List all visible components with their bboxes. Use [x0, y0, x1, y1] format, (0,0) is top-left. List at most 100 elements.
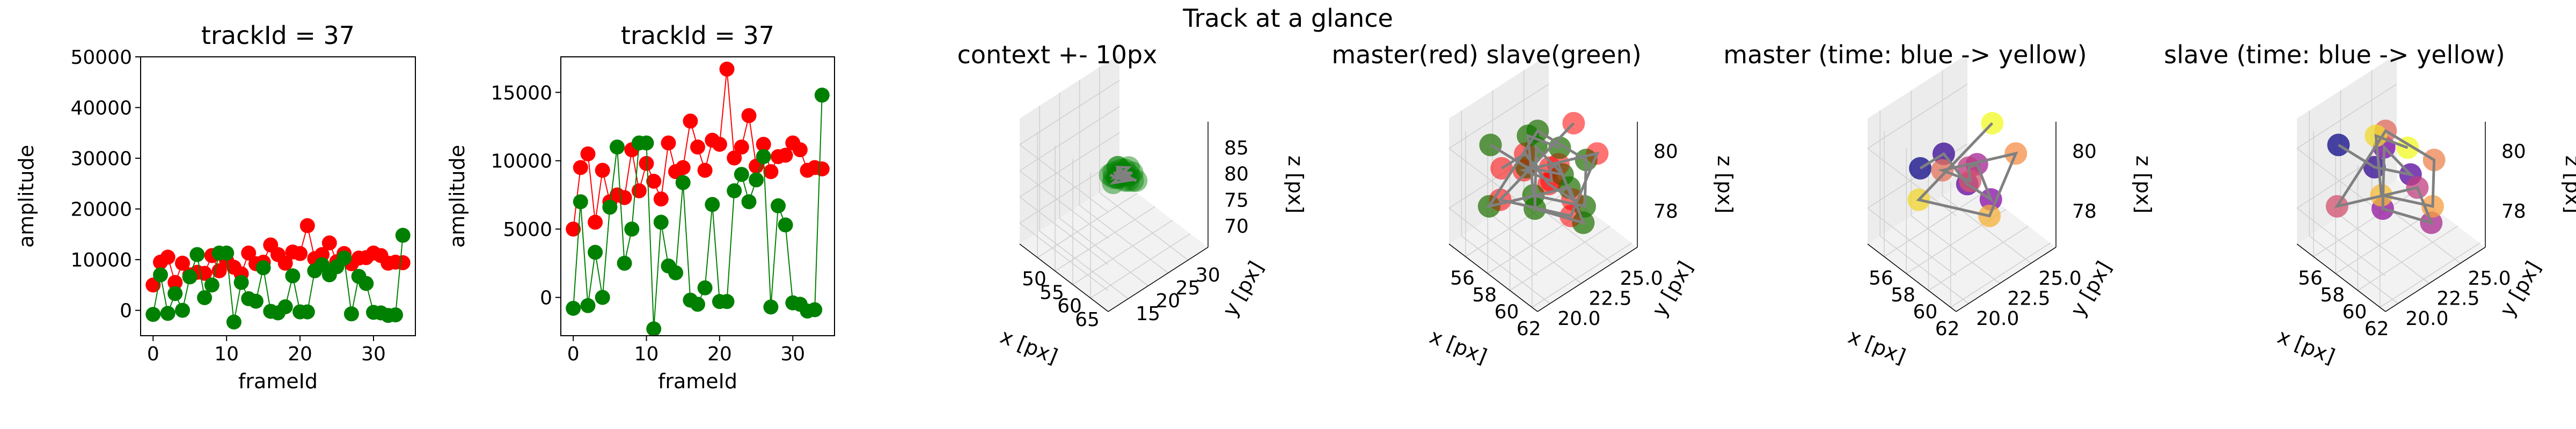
data-point-red	[299, 218, 315, 233]
data-point-green	[610, 139, 625, 155]
x-tick-label: 30	[361, 343, 386, 365]
y-tick-label: 22.5	[2436, 288, 2479, 310]
y-axis-line	[2385, 247, 2486, 312]
z-tick-label: 80	[1653, 141, 1678, 163]
z-axis-label: z [px]	[1284, 156, 1307, 213]
data-point-red	[778, 147, 793, 163]
data-point-green	[727, 183, 742, 198]
grid-line	[1079, 205, 1169, 273]
data-point-green	[219, 245, 235, 261]
data-point-green	[646, 321, 662, 337]
data-point-green	[285, 268, 301, 284]
data-point-red	[573, 160, 588, 175]
figure-suptitle: Track at a glance	[1182, 4, 1393, 33]
chart-title: master(red) slave(green)	[1331, 40, 1641, 69]
data-point-red	[741, 108, 757, 123]
x-tick-label: 56	[2298, 268, 2323, 290]
y-tick-label: 10000	[491, 151, 552, 173]
grid-line	[1019, 132, 1120, 197]
grid-line	[1532, 242, 1633, 308]
grid-line	[2296, 84, 2397, 149]
data-point-green	[690, 297, 705, 312]
data-point-green	[807, 302, 823, 317]
data-point-green	[343, 306, 359, 322]
y-tick-label: 20	[1155, 290, 1180, 312]
z-axis-label: z [px]	[2561, 156, 2576, 213]
grid-line	[1884, 191, 1985, 257]
data-point-red	[756, 137, 771, 152]
data-point-green	[145, 307, 161, 322]
data-point-green	[153, 267, 168, 283]
x-axis-label: x [px]	[1845, 324, 1909, 368]
y-tick-label: 25	[1176, 277, 1201, 299]
grid-line	[1059, 218, 1148, 286]
grid-line	[1099, 192, 1189, 261]
grid-line	[2340, 215, 2429, 284]
grid-line	[1072, 219, 1173, 285]
grid-line	[1055, 206, 1155, 272]
grid-line	[1448, 84, 1549, 149]
data-point-red	[395, 255, 411, 270]
z-tick-label: 78	[1653, 201, 1678, 223]
data-point-red	[712, 137, 727, 152]
data-point-green	[204, 277, 219, 293]
data-point-green	[358, 276, 374, 291]
y-tick-label: 20.0	[2405, 308, 2448, 330]
x-tick-label: 58	[2320, 284, 2345, 306]
data-point-red	[595, 162, 610, 178]
data-point-red	[321, 235, 337, 250]
x-axis-label: frameId	[238, 369, 318, 393]
data-point-green	[814, 87, 830, 103]
plot-frame	[140, 56, 416, 336]
x-tick-label: 56	[1450, 268, 1475, 290]
grid-line	[1090, 233, 1191, 299]
plot-frame	[560, 56, 835, 336]
grid-line	[1019, 196, 1109, 265]
grid-line	[1448, 208, 1538, 276]
chart-title: master (time: blue -> yellow)	[1723, 40, 2087, 69]
grid-line	[1019, 106, 1120, 172]
z-axis-label: z [px]	[1713, 156, 1737, 213]
data-point-green	[299, 304, 315, 320]
data-point-green	[741, 194, 757, 210]
data-point-red	[690, 139, 705, 155]
grid-line	[2358, 225, 2458, 291]
data-point-green	[167, 286, 183, 301]
grid-line	[2313, 191, 2414, 257]
data-point-green	[617, 255, 632, 271]
data-point-green	[255, 260, 271, 276]
data-point-red	[588, 214, 603, 230]
data-point-red	[661, 135, 676, 151]
data-point-green	[226, 314, 241, 330]
x-tick-label: 50	[1022, 268, 1046, 290]
y-tick-label: 10000	[70, 249, 132, 271]
y-tick-label: 30000	[70, 148, 132, 170]
pane-yz	[1020, 54, 1119, 244]
chart-title: trackId = 37	[201, 21, 355, 50]
data-point-red	[639, 156, 654, 171]
data-point-red	[683, 113, 698, 129]
z-tick-label: 80	[2072, 141, 2097, 163]
x-tick-label: 0	[567, 343, 580, 365]
grid-line	[1019, 170, 1109, 239]
data-point-red	[814, 161, 830, 176]
data-point-green	[580, 298, 596, 313]
data-point-green	[705, 197, 720, 212]
y-axis-line	[1537, 247, 1638, 312]
data-point-red	[566, 221, 581, 237]
track-line	[2334, 129, 2436, 225]
y-axis-line	[1108, 247, 1209, 312]
grid-line	[1037, 193, 1138, 258]
chart-title: slave (time: blue -> yellow)	[2164, 40, 2505, 69]
x-axis-label: x [px]	[997, 324, 1061, 368]
y-tick-label: 25.0	[2039, 268, 2082, 290]
y-axis-label: y [px]	[1218, 257, 1268, 321]
x-axis-label: x [px]	[1426, 324, 1490, 368]
y-axis-label: amplitude	[445, 145, 469, 248]
x-tick-label: 65	[1075, 309, 1100, 331]
y-tick-label: 25.0	[1620, 268, 1663, 290]
z-tick-label: 78	[2501, 201, 2526, 223]
line-chart-2: trackId = 37 0 10 20 30 0 5000 10000 15000 frameI…	[445, 21, 835, 393]
data-point-green	[734, 167, 749, 182]
